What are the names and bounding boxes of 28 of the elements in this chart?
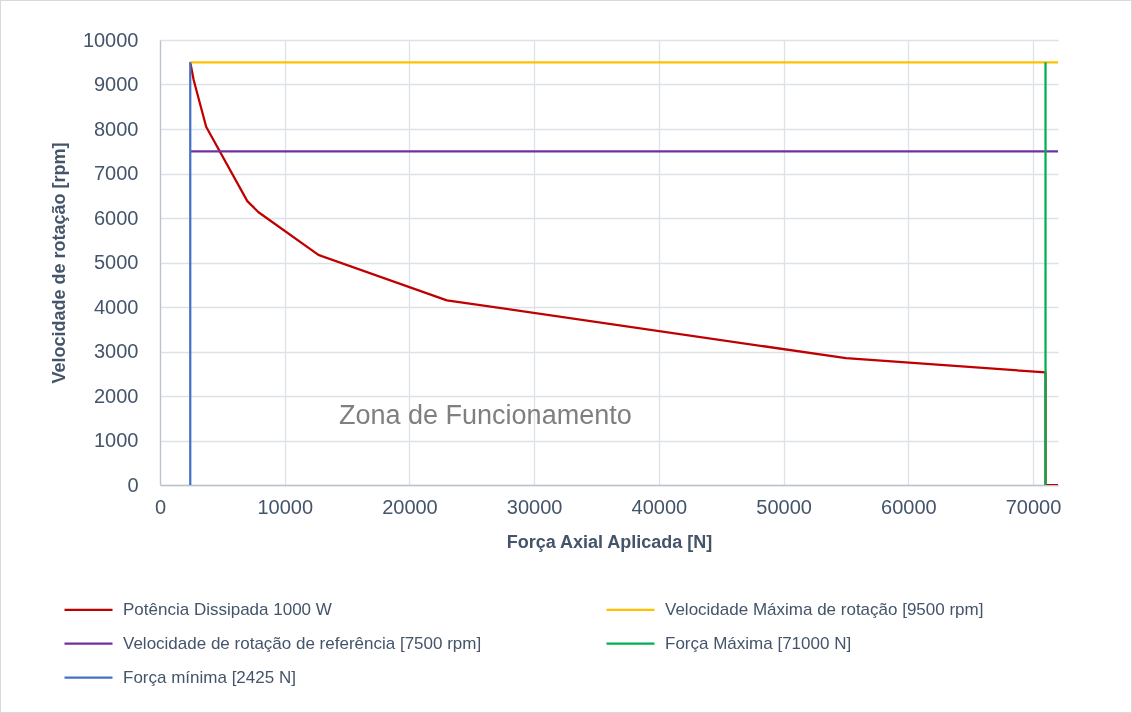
legend-label: Força mínima [2425 N] <box>123 667 296 687</box>
y-tick-label: 6000 <box>94 206 139 229</box>
x-tick-label: 0 <box>154 495 167 518</box>
legend-label: Potência Dissipada 1000 W <box>123 599 332 619</box>
y-tick-label: 2000 <box>94 384 139 407</box>
x-tick-label: 30000 <box>506 495 563 518</box>
x-axis-title: Força Axial Aplicada [N] <box>506 531 713 552</box>
y-tick-label: 3000 <box>94 340 139 362</box>
x-tick-label: 70000 <box>1005 495 1062 518</box>
y-axis-title: Velocidade de rotação [rpm] <box>48 142 69 384</box>
y-tick-label: 8000 <box>94 117 139 140</box>
y-tick-label: 10000 <box>82 28 139 51</box>
y-tick-label: 9000 <box>94 73 139 95</box>
y-tick-label: 5000 <box>94 251 139 273</box>
y-tick-label: 7000 <box>94 162 139 184</box>
y-tick-label: 0 <box>127 473 139 496</box>
legend-label: Velocidade de rotação de referência [7500 rpm] <box>123 633 482 653</box>
x-tick-label: 10000 <box>257 495 314 518</box>
annotation: Zona de Funcionamento <box>339 400 632 430</box>
legend-label: Velocidade Máxima de rotação [9500 rpm] <box>665 599 984 619</box>
y-tick-label: 4000 <box>94 295 139 318</box>
line-series <box>189 61 1058 485</box>
x-tick-label: 60000 <box>881 495 937 518</box>
legend-label: Força Máxima [71000 N] <box>665 633 852 653</box>
y-tick-label: 1000 <box>94 429 139 451</box>
x-tick-label: 20000 <box>382 495 438 518</box>
x-tick-label: 40000 <box>631 495 688 518</box>
x-tick-label: 50000 <box>756 495 812 518</box>
